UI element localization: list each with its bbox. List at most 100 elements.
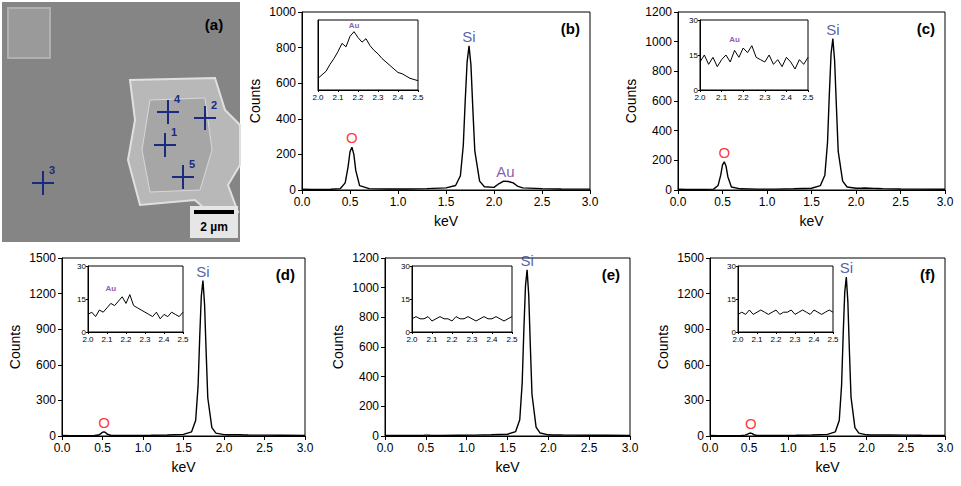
svg-text:2.0: 2.0 (858, 441, 875, 455)
svg-text:1500: 1500 (677, 251, 704, 265)
svg-text:200: 200 (359, 399, 379, 413)
svg-text:1000: 1000 (645, 35, 672, 49)
svg-text:Si: Si (196, 263, 209, 280)
svg-text:O: O (346, 129, 358, 146)
svg-text:Au: Au (349, 21, 360, 30)
svg-text:1.0: 1.0 (759, 195, 776, 209)
svg-text:2.5: 2.5 (827, 335, 839, 344)
svg-text:1.0: 1.0 (780, 441, 797, 455)
svg-text:1200: 1200 (352, 251, 379, 265)
svg-text:2.5: 2.5 (802, 93, 814, 102)
svg-text:0.5: 0.5 (342, 195, 359, 209)
svg-text:1200: 1200 (29, 287, 56, 301)
svg-text:1000: 1000 (352, 281, 379, 295)
svg-text:15: 15 (727, 295, 736, 304)
svg-text:2.5: 2.5 (506, 335, 518, 344)
svg-text:15: 15 (401, 295, 410, 304)
svg-text:400: 400 (276, 112, 296, 126)
svg-text:O: O (745, 415, 757, 432)
svg-text:2.2: 2.2 (120, 335, 132, 344)
svg-text:2.0: 2.0 (406, 335, 418, 344)
svg-text:400: 400 (359, 370, 379, 384)
svg-text:0.5: 0.5 (94, 441, 111, 455)
svg-text:2.0: 2.0 (82, 335, 94, 344)
svg-text:600: 600 (276, 76, 296, 90)
svg-text:15: 15 (77, 295, 86, 304)
svg-text:2.0: 2.0 (694, 93, 706, 102)
svg-text:200: 200 (276, 147, 296, 161)
svg-text:3.0: 3.0 (937, 441, 954, 455)
svg-text:2.5: 2.5 (177, 335, 189, 344)
svg-text:2.3: 2.3 (139, 335, 151, 344)
svg-text:1: 1 (171, 126, 177, 138)
svg-text:(a): (a) (205, 16, 223, 33)
svg-text:(b): (b) (561, 20, 580, 37)
svg-text:300: 300 (36, 393, 56, 407)
svg-text:(d): (d) (276, 266, 295, 283)
svg-text:1.5: 1.5 (175, 441, 192, 455)
svg-text:2.0: 2.0 (732, 335, 744, 344)
svg-text:900: 900 (36, 322, 56, 336)
svg-text:800: 800 (276, 41, 296, 55)
svg-text:1.0: 1.0 (390, 195, 407, 209)
svg-text:800: 800 (359, 310, 379, 324)
svg-text:2.2: 2.2 (446, 335, 458, 344)
svg-text:1.5: 1.5 (438, 195, 455, 209)
svg-text:2.4: 2.4 (808, 335, 820, 344)
svg-text:900: 900 (684, 322, 704, 336)
svg-text:2.2: 2.2 (738, 93, 750, 102)
svg-text:2.1: 2.1 (101, 335, 113, 344)
svg-text:2.4: 2.4 (486, 335, 498, 344)
svg-text:keV: keV (171, 459, 196, 475)
svg-text:3.0: 3.0 (297, 441, 314, 455)
svg-text:0.0: 0.0 (670, 195, 687, 209)
svg-text:2.0: 2.0 (848, 195, 865, 209)
svg-text:1.0: 1.0 (135, 441, 152, 455)
svg-text:30: 30 (689, 16, 698, 25)
svg-text:2.4: 2.4 (781, 93, 793, 102)
svg-text:2.5: 2.5 (412, 93, 424, 102)
svg-text:2.4: 2.4 (392, 93, 404, 102)
svg-text:O: O (718, 144, 730, 161)
svg-text:3.0: 3.0 (622, 441, 639, 455)
svg-text:2.2: 2.2 (770, 335, 782, 344)
svg-text:Au: Au (496, 163, 514, 180)
svg-text:Counts: Counts (7, 325, 23, 369)
svg-text:2.0: 2.0 (540, 441, 557, 455)
svg-text:0.0: 0.0 (377, 441, 394, 455)
svg-text:1200: 1200 (677, 287, 704, 301)
svg-text:Au: Au (729, 35, 740, 44)
svg-text:Counts: Counts (247, 79, 263, 123)
svg-text:600: 600 (652, 94, 672, 108)
svg-text:600: 600 (36, 358, 56, 372)
svg-text:(f): (f) (920, 266, 935, 283)
svg-text:2.3: 2.3 (759, 93, 771, 102)
svg-text:3.0: 3.0 (582, 195, 599, 209)
svg-text:2: 2 (211, 99, 217, 111)
svg-text:800: 800 (652, 64, 672, 78)
svg-text:2.5: 2.5 (256, 441, 273, 455)
svg-text:2.3: 2.3 (466, 335, 478, 344)
svg-text:keV: keV (434, 213, 459, 229)
svg-text:30: 30 (401, 262, 410, 271)
svg-text:0.0: 0.0 (294, 195, 311, 209)
svg-text:keV: keV (815, 459, 840, 475)
svg-text:0.0: 0.0 (702, 441, 719, 455)
svg-text:0.5: 0.5 (417, 441, 434, 455)
svg-text:1500: 1500 (29, 251, 56, 265)
svg-text:1.5: 1.5 (819, 441, 836, 455)
svg-text:2.1: 2.1 (426, 335, 438, 344)
svg-text:300: 300 (684, 393, 704, 407)
svg-text:0.0: 0.0 (54, 441, 71, 455)
svg-text:2 µm: 2 µm (200, 220, 228, 234)
svg-text:2.0: 2.0 (216, 441, 233, 455)
svg-text:2.0: 2.0 (312, 93, 324, 102)
svg-text:2.3: 2.3 (372, 93, 384, 102)
svg-text:30: 30 (727, 262, 736, 271)
svg-text:1.0: 1.0 (458, 441, 475, 455)
svg-text:1.5: 1.5 (499, 441, 516, 455)
svg-text:2.1: 2.1 (751, 335, 763, 344)
svg-text:keV: keV (799, 213, 824, 229)
svg-text:2.5: 2.5 (897, 441, 914, 455)
svg-text:1.5: 1.5 (803, 195, 820, 209)
